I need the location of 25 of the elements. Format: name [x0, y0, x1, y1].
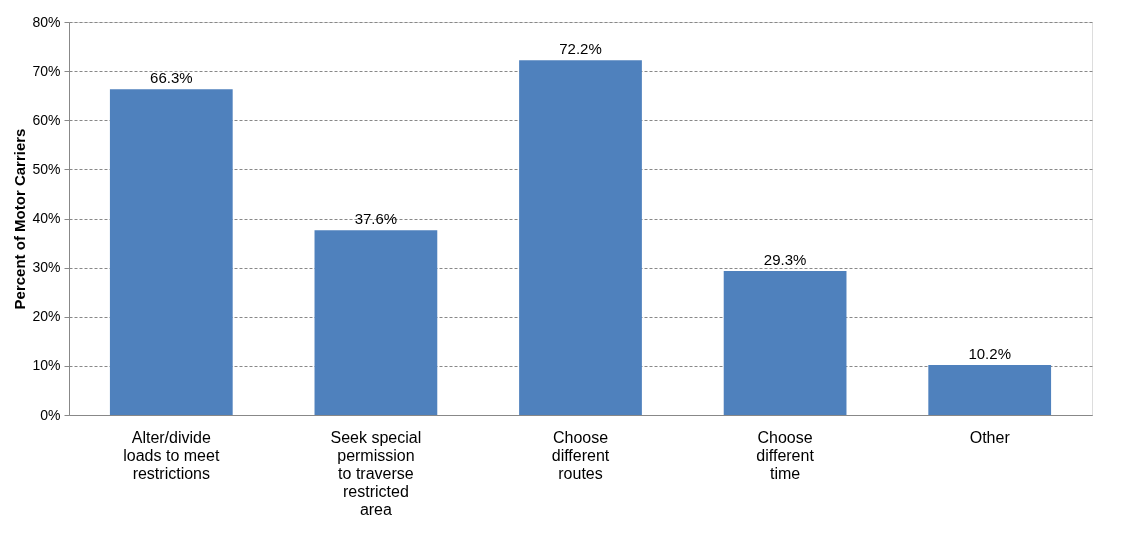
x-tick-label: Other — [969, 428, 1011, 446]
bar — [928, 364, 1052, 415]
bar — [314, 230, 438, 415]
data-label: 66.3% — [150, 69, 193, 87]
x-tick-label: Choose different time — [756, 428, 815, 482]
data-label: 37.6% — [354, 210, 398, 228]
y-tick-label: 20% — [32, 308, 61, 325]
y-tick-label: 40% — [32, 210, 61, 226]
y-tick-label: 50% — [32, 160, 61, 177]
data-label: 10.2% — [968, 344, 1011, 362]
y-tick-label: 0% — [40, 406, 61, 423]
data-label: 72.2% — [559, 40, 602, 58]
y-tick-label: 30% — [32, 259, 61, 276]
data-label: 29.3% — [763, 251, 807, 269]
bar — [109, 89, 233, 415]
y-axis-title: Percent of Motor Carriers — [11, 128, 29, 310]
x-tick-label: Choose different routes — [551, 428, 610, 482]
y-tick-label: 60% — [32, 111, 61, 128]
y-tick-label: 70% — [32, 62, 61, 79]
bar — [519, 60, 642, 415]
y-tick-label: 80% — [32, 13, 61, 30]
x-tick-label: Seek special permission to traverse restricted area — [330, 428, 422, 518]
x-tick-label: Alter/divide loads to meet restrictions — [123, 428, 220, 482]
bar — [723, 271, 847, 415]
y-tick-label: 10% — [32, 357, 61, 374]
